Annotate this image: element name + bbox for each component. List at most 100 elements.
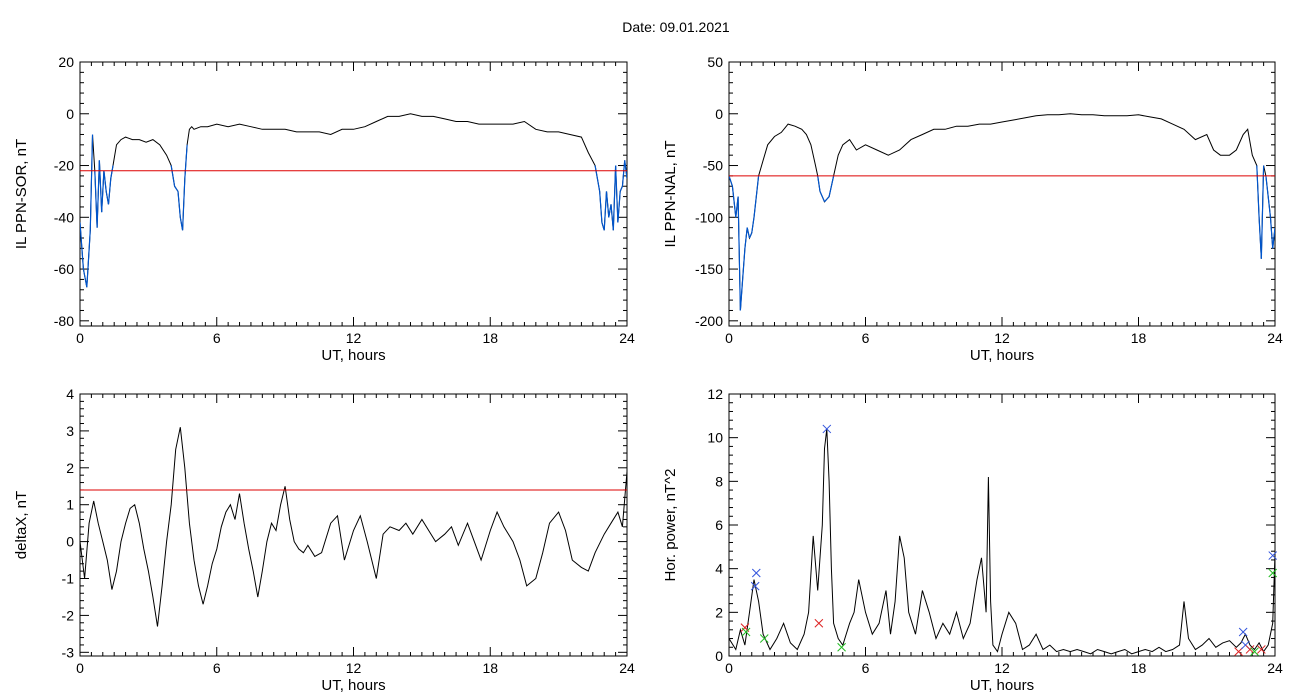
highlight-segment	[729, 175, 733, 187]
y-tick-label: -1	[62, 571, 75, 587]
y-tick-label: -200	[695, 313, 723, 329]
y-tick-label: -2	[62, 607, 75, 623]
highlight-segment	[594, 165, 601, 192]
highlight-segment	[1267, 196, 1272, 218]
plot-frame	[728, 393, 1276, 657]
marker-blue	[1268, 551, 1278, 560]
marker-stroke	[750, 581, 760, 591]
marker-red	[1256, 645, 1266, 654]
y-tick-label: -3	[62, 644, 75, 660]
y-tick-label: 12	[707, 386, 723, 402]
x-axis-label: UT, hours	[321, 347, 385, 364]
x-tick-label: 18	[1131, 660, 1147, 676]
y-tick-label: 6	[715, 517, 723, 533]
highlight-segment	[101, 170, 105, 213]
marker-red	[1245, 645, 1255, 654]
x-tick-label: 0	[76, 330, 84, 346]
highlight-segment	[1256, 165, 1260, 218]
y-tick-label: -80	[54, 313, 74, 329]
y-tick-label: -60	[54, 261, 74, 277]
highlight-segment	[110, 165, 114, 179]
x-tick-label: 12	[346, 660, 362, 676]
highlight-segment	[177, 191, 181, 218]
y-tick-label: 10	[707, 430, 723, 446]
highlight-segment	[103, 170, 107, 192]
marker-blue	[751, 568, 761, 578]
highlight-segment	[80, 222, 85, 270]
figure-date-title: Date: 09.01.2021	[622, 19, 730, 35]
highlight-segment	[1269, 217, 1274, 249]
highlight-segment	[744, 227, 748, 249]
y-tick-label: 2	[715, 604, 723, 620]
marker-green	[759, 634, 769, 643]
y-tick-label: 4	[715, 561, 723, 577]
highlight-segment	[746, 227, 751, 239]
x-axis-label: UT, hours	[321, 677, 385, 694]
series-line	[80, 427, 627, 627]
highlight-segment	[86, 230, 91, 288]
y-tick-label: -50	[703, 158, 723, 174]
x-tick-label: 18	[1131, 330, 1147, 346]
highlight-segment	[751, 217, 755, 233]
y-axis-label: deltaX, nT	[13, 491, 30, 559]
y-tick-label: -100	[695, 209, 723, 225]
marker-stroke	[1238, 627, 1248, 637]
marker-stroke	[837, 642, 846, 652]
x-tick-label: 6	[862, 330, 870, 346]
highlight-segment	[612, 165, 617, 231]
x-tick-label: 6	[862, 660, 870, 676]
marker-stroke	[1256, 645, 1266, 654]
y-axis-label: IL PPN-NAL, nT	[662, 141, 679, 248]
x-tick-label: 18	[482, 660, 498, 676]
x-tick-label: 0	[725, 330, 733, 346]
marker-stroke	[822, 424, 832, 434]
marker-green	[837, 642, 846, 652]
highlight-segment	[1272, 227, 1275, 249]
marker-stroke	[1234, 647, 1243, 656]
highlight-segment	[605, 191, 610, 218]
series-line	[729, 113, 1275, 311]
y-tick-label: 20	[58, 54, 74, 70]
panel-il-ppn-nal: 0 6 12 18 24 -200 -150 -100 -50 0 50 UT, hours IL PP…	[662, 54, 1283, 364]
highlight-segment	[184, 144, 188, 179]
highlight-segment	[753, 175, 760, 218]
highlight-segment	[89, 134, 94, 231]
marker-stroke	[1245, 645, 1255, 654]
x-tick-label: 6	[213, 330, 221, 346]
highlight-segment	[624, 160, 627, 179]
x-tick-label: 0	[76, 660, 84, 676]
marker-blue	[822, 424, 832, 434]
x-tick-label: 6	[213, 660, 221, 676]
highlight-segment	[1260, 165, 1265, 259]
y-tick-label: 0	[66, 534, 74, 550]
highlight-segment	[824, 196, 830, 203]
highlight-segment	[621, 160, 626, 187]
highlight-segment	[98, 160, 103, 213]
y-tick-label: 50	[707, 54, 723, 70]
highlight-segment	[82, 268, 88, 288]
marker-green	[741, 627, 751, 637]
highlight-segment	[819, 191, 826, 203]
highlight-segment	[96, 160, 100, 228]
highlight-segment	[739, 279, 744, 311]
y-tick-label: -20	[54, 158, 74, 174]
marker-stroke	[814, 618, 824, 628]
y-tick-label: 0	[715, 106, 723, 122]
y-axis-label: Hor. power, nT^2	[662, 469, 679, 582]
y-tick-label: 3	[66, 423, 74, 439]
y-tick-label: 4	[66, 386, 74, 402]
highlight-segment	[170, 165, 176, 187]
x-tick-label: 18	[482, 330, 498, 346]
highlight-segment	[94, 170, 98, 228]
x-tick-label: 24	[619, 330, 635, 346]
x-tick-label: 24	[619, 660, 635, 676]
x-tick-label: 12	[994, 660, 1010, 676]
marker-stroke	[741, 627, 751, 637]
y-tick-label: -150	[695, 261, 723, 277]
y-tick-label: 0	[715, 648, 723, 664]
y-tick-label: 1	[66, 497, 74, 513]
y-tick-label: -40	[54, 209, 74, 225]
marker-stroke	[1241, 640, 1250, 650]
plot-frame	[79, 393, 628, 657]
highlight-segment	[817, 175, 821, 192]
